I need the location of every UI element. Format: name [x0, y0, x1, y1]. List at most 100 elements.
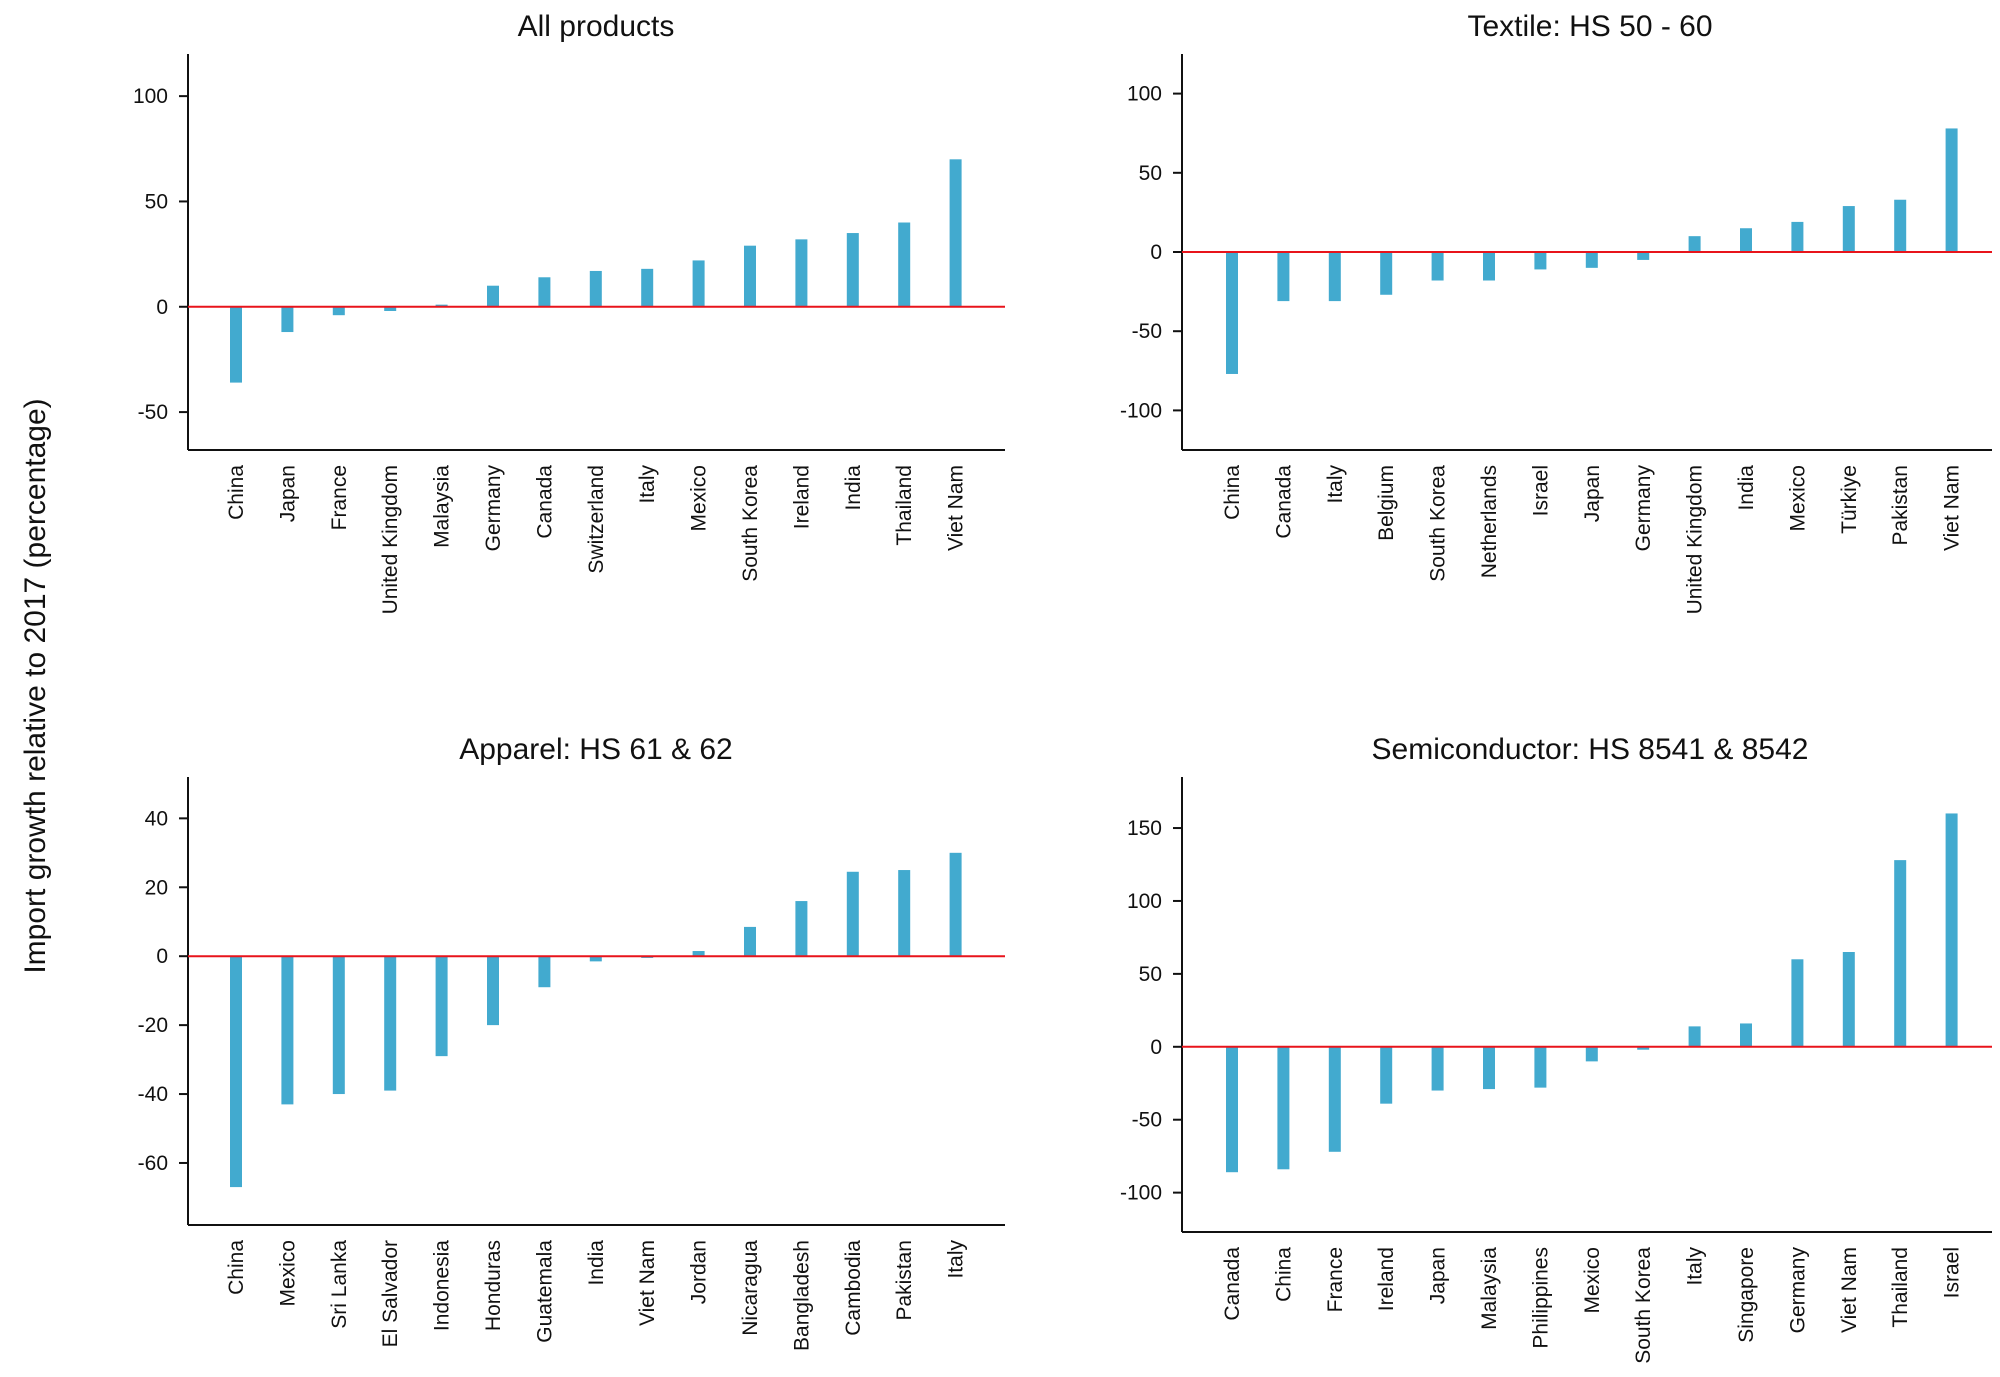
y-tick-label: 100 — [1127, 890, 1162, 913]
category-label: France — [328, 465, 351, 530]
bar-italy — [1328, 252, 1341, 302]
category-label: Mexico — [688, 465, 711, 532]
category-label: Guatemala — [533, 1240, 556, 1343]
bar-ireland — [1380, 1046, 1393, 1104]
category-label: Ireland — [1375, 1247, 1398, 1311]
bar-viet-nam — [949, 159, 962, 307]
category-label: El Salvador — [379, 1240, 402, 1347]
bar-canada — [1226, 1046, 1238, 1173]
bar-netherlands — [1483, 252, 1495, 281]
category-label: Netherlands — [1478, 465, 1501, 578]
bar-mexico — [281, 956, 294, 1105]
y-tick-label: 20 — [145, 876, 168, 899]
category-label: Italy — [945, 1240, 968, 1279]
category-label: Canada — [533, 465, 556, 539]
bar-china — [1277, 1046, 1290, 1170]
bar-france — [332, 306, 345, 316]
bar-mexico — [1585, 1046, 1598, 1062]
category-label: Pakistan — [1889, 465, 1912, 546]
category-label: South Korea — [739, 465, 762, 582]
bar-mexico — [692, 260, 705, 307]
category-label: Pakistan — [893, 1240, 916, 1321]
category-label: Malaysia — [1478, 1247, 1501, 1330]
bar-cambodia — [846, 871, 859, 957]
category-label: Italy — [636, 465, 659, 504]
category-label: Canada — [1272, 465, 1295, 539]
category-label: Thailand — [893, 465, 916, 546]
category-label: Japan — [276, 465, 299, 522]
bar-jordan — [692, 951, 705, 957]
y-tick-label: 50 — [145, 190, 168, 213]
bar-bangladesh — [795, 901, 808, 957]
chart-title: Apparel: HS 61 & 62 — [459, 733, 733, 766]
bar-japan — [1585, 252, 1598, 268]
category-label: Japan — [1427, 1247, 1450, 1304]
category-label: Ireland — [790, 465, 813, 529]
category-label: Mexico — [1786, 465, 1809, 532]
bar-switzerland — [589, 270, 602, 307]
chart-panel-2: Textile: HS 50 - 60 -100 -50 0 50 100 China Can… — [1120, 10, 1992, 614]
category-label: Japan — [1581, 465, 1604, 522]
category-label: Italy — [1324, 465, 1347, 504]
category-label: Viet Nam — [1941, 465, 1964, 551]
y-tick-label: 0 — [156, 296, 168, 319]
chart-title: All products — [518, 10, 675, 43]
category-label: Germany — [1786, 1247, 1809, 1334]
bar-belgium — [1380, 252, 1393, 295]
category-label: Jordan — [688, 1240, 711, 1304]
category-label: Viet Nam — [1838, 1247, 1861, 1333]
category-label: Philippines — [1529, 1247, 1552, 1349]
bar-malaysia — [1483, 1046, 1495, 1090]
bar-italy — [641, 268, 654, 307]
y-tick-label: 0 — [156, 945, 168, 968]
bar-italy — [949, 852, 962, 957]
bar-italy — [1688, 1026, 1701, 1047]
category-label: China — [1272, 1247, 1295, 1302]
category-label: Belgium — [1375, 465, 1398, 541]
y-tick-label: -50 — [138, 401, 168, 424]
bar-malaysia — [435, 304, 448, 307]
bar-india — [846, 233, 859, 307]
bar-china — [230, 956, 242, 1188]
chart-panel-1: All products -50 0 50 100 China Japan France Uni… — [133, 10, 1005, 614]
y-tick-label: 100 — [133, 85, 168, 108]
category-label: Switzerland — [585, 465, 608, 574]
y-tick-label: -50 — [1132, 320, 1162, 343]
category-label: South Korea — [1632, 1247, 1655, 1364]
category-label: Bangladesh — [790, 1240, 813, 1351]
bar-india — [589, 956, 602, 962]
y-tick-label: -100 — [1120, 399, 1162, 422]
bar-türkiye — [1842, 206, 1855, 252]
y-tick-label: 150 — [1127, 817, 1162, 840]
category-label: Viet Nam — [945, 465, 968, 551]
category-label: Mexico — [276, 1240, 299, 1307]
chart-panel-4: Semiconductor: HS 8541 & 8542 -100 -50 0 50 1… — [1120, 733, 1992, 1364]
category-label: Canada — [1221, 1247, 1244, 1321]
category-label: Singapore — [1735, 1247, 1758, 1343]
category-label: United Kingdom — [379, 465, 402, 614]
category-label: Israel — [1529, 465, 1552, 516]
category-label: China — [225, 465, 248, 520]
category-label: India — [1735, 465, 1758, 511]
y-tick-label: -50 — [1132, 1109, 1162, 1132]
category-label: Germany — [1632, 465, 1655, 552]
category-label: Nicaragua — [739, 1240, 762, 1336]
y-tick-label: 50 — [1139, 963, 1162, 986]
chart-title: Textile: HS 50 - 60 — [1467, 10, 1712, 43]
category-label: France — [1324, 1247, 1347, 1312]
bar-sri-lanka — [332, 956, 345, 1095]
bar-mexico — [1791, 221, 1804, 252]
category-label: Honduras — [482, 1240, 505, 1331]
bar-guatemala — [538, 956, 551, 988]
bar-india — [1740, 228, 1752, 252]
bar-philippines — [1534, 1046, 1547, 1088]
y-tick-label: -60 — [138, 1152, 168, 1175]
chart-panel-3: Apparel: HS 61 & 62 -60 -40 -20 0 20 40 China Me… — [138, 733, 1005, 1351]
bar-canada — [1277, 252, 1290, 302]
category-label: China — [1221, 465, 1244, 520]
bar-germany — [1791, 959, 1804, 1047]
bar-thailand — [898, 222, 911, 307]
bar-indonesia — [435, 956, 448, 1057]
